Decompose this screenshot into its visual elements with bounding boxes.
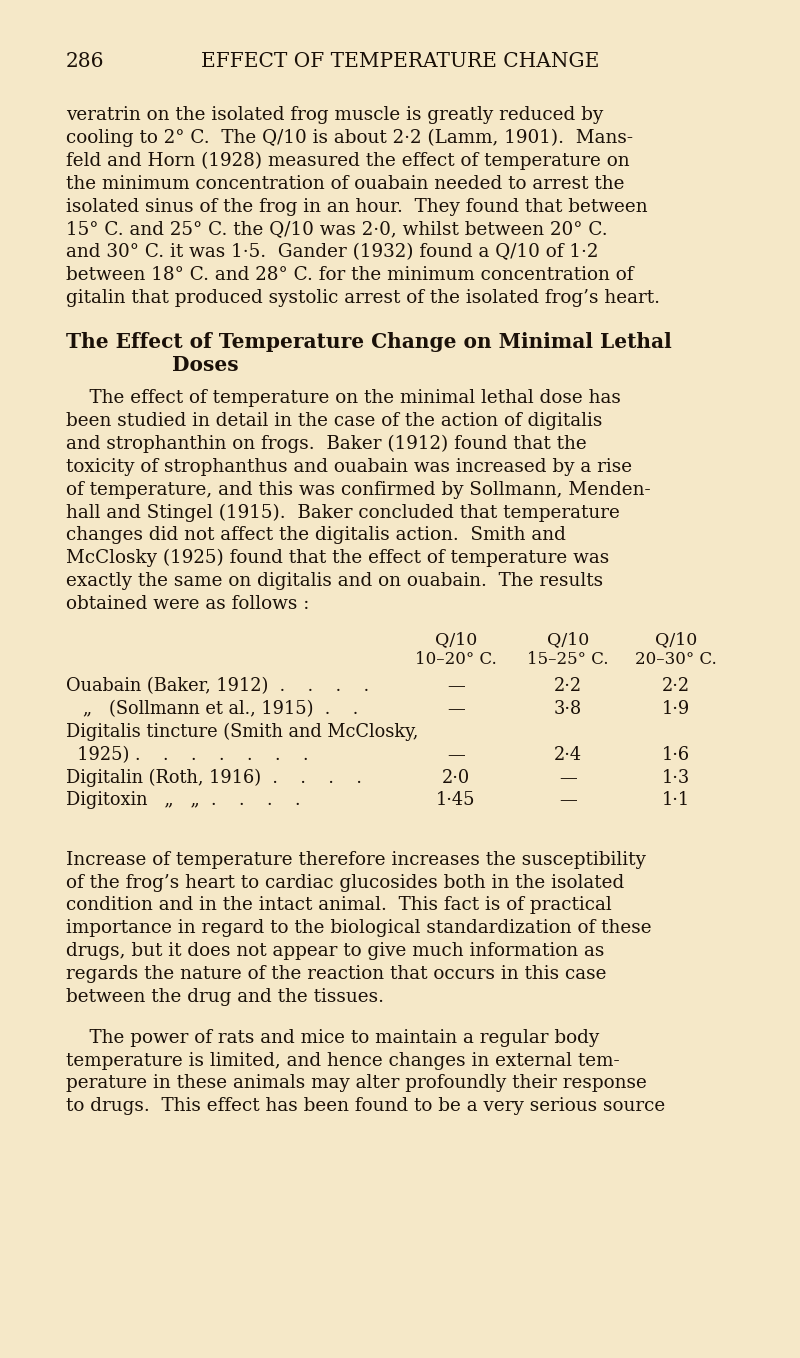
Text: Q/10: Q/10: [655, 631, 697, 648]
Text: Digitoxin   „   „  .    .    .    .: Digitoxin „ „ . . . .: [66, 792, 300, 809]
Text: of temperature, and this was confirmed by Sollmann, Menden-: of temperature, and this was confirmed b…: [66, 481, 650, 498]
Text: Q/10: Q/10: [435, 631, 477, 648]
Text: Digitalin (Roth, 1916)  .    .    .    .: Digitalin (Roth, 1916) . . . .: [66, 769, 362, 786]
Text: been studied in detail in the case of the action of digitalis: been studied in detail in the case of th…: [66, 411, 602, 430]
Text: 286: 286: [66, 52, 104, 71]
Text: 1·9: 1·9: [662, 701, 690, 718]
Text: The Effect of Temperature Change on Minimal Lethal: The Effect of Temperature Change on Mini…: [66, 333, 671, 352]
Text: between the drug and the tissues.: between the drug and the tissues.: [66, 987, 384, 1006]
Text: 1925) .    .    .    .    .    .    .: 1925) . . . . . . .: [66, 746, 319, 763]
Text: importance in regard to the biological standardization of these: importance in regard to the biological s…: [66, 919, 651, 937]
Text: of the frog’s heart to cardiac glucosides both in the isolated: of the frog’s heart to cardiac glucoside…: [66, 873, 624, 892]
Text: obtained were as follows :: obtained were as follows :: [66, 595, 309, 612]
Text: 2·0: 2·0: [442, 769, 470, 786]
Text: cooling to 2° C.  The Q/10 is about 2·2 (Lamm, 1901).  Mans-: cooling to 2° C. The Q/10 is about 2·2 (…: [66, 129, 633, 148]
Text: drugs, but it does not appear to give much information as: drugs, but it does not appear to give mu…: [66, 942, 604, 960]
Text: temperature is limited, and hence changes in external tem-: temperature is limited, and hence change…: [66, 1051, 619, 1070]
Text: isolated sinus of the frog in an hour.  They found that between: isolated sinus of the frog in an hour. T…: [66, 198, 647, 216]
Text: toxicity of strophanthus and ouabain was increased by a rise: toxicity of strophanthus and ouabain was…: [66, 458, 632, 475]
Text: exactly the same on digitalis and on ouabain.  The results: exactly the same on digitalis and on oua…: [66, 572, 602, 589]
Text: „   (Sollmann et al., 1915)  .    .: „ (Sollmann et al., 1915) . .: [66, 701, 369, 718]
Text: EFFECT OF TEMPERATURE CHANGE: EFFECT OF TEMPERATURE CHANGE: [201, 52, 599, 71]
Text: 20–30° C.: 20–30° C.: [635, 652, 717, 668]
Text: Doses: Doses: [172, 354, 238, 375]
Text: changes did not affect the digitalis action.  Smith and: changes did not affect the digitalis act…: [66, 526, 566, 545]
Text: condition and in the intact animal.  This fact is of practical: condition and in the intact animal. This…: [66, 896, 611, 914]
Text: veratrin on the isolated frog muscle is greatly reduced by: veratrin on the isolated frog muscle is …: [66, 106, 603, 125]
Text: —: —: [447, 746, 465, 763]
Text: 1·45: 1·45: [436, 792, 476, 809]
Text: gitalin that produced systolic arrest of the isolated frog’s heart.: gitalin that produced systolic arrest of…: [66, 289, 659, 307]
Text: regards the nature of the reaction that occurs in this case: regards the nature of the reaction that …: [66, 966, 606, 983]
Text: 15° C. and 25° C. the Q/10 was 2·0, whilst between 20° C.: 15° C. and 25° C. the Q/10 was 2·0, whil…: [66, 220, 607, 239]
Text: and 30° C. it was 1·5.  Gander (1932) found a Q/10 of 1·2: and 30° C. it was 1·5. Gander (1932) fou…: [66, 243, 598, 261]
Text: to drugs.  This effect has been found to be a very serious source: to drugs. This effect has been found to …: [66, 1097, 665, 1115]
Text: 1·3: 1·3: [662, 769, 690, 786]
Text: 1·6: 1·6: [662, 746, 690, 763]
Text: —: —: [447, 678, 465, 695]
Text: and strophanthin on frogs.  Baker (1912) found that the: and strophanthin on frogs. Baker (1912) …: [66, 435, 586, 454]
Text: 2·4: 2·4: [554, 746, 582, 763]
Text: Increase of temperature therefore increases the susceptibility: Increase of temperature therefore increa…: [66, 851, 646, 869]
Text: McClosky (1925) found that the effect of temperature was: McClosky (1925) found that the effect of…: [66, 549, 609, 568]
Text: 10–20° C.: 10–20° C.: [415, 652, 497, 668]
Text: feld and Horn (1928) measured the effect of temperature on: feld and Horn (1928) measured the effect…: [66, 152, 630, 170]
Text: Q/10: Q/10: [547, 631, 589, 648]
Text: 15–25° C.: 15–25° C.: [527, 652, 609, 668]
Text: 1·1: 1·1: [662, 792, 690, 809]
Text: between 18° C. and 28° C. for the minimum concentration of: between 18° C. and 28° C. for the minimu…: [66, 266, 633, 284]
Text: 3·8: 3·8: [554, 701, 582, 718]
Text: 2·2: 2·2: [554, 678, 582, 695]
Text: —: —: [559, 769, 577, 786]
Text: 2·2: 2·2: [662, 678, 690, 695]
Text: The effect of temperature on the minimal lethal dose has: The effect of temperature on the minimal…: [66, 390, 621, 407]
Text: the minimum concentration of ouabain needed to arrest the: the minimum concentration of ouabain nee…: [66, 175, 624, 193]
Text: Digitalis tincture (Smith and McClosky,: Digitalis tincture (Smith and McClosky,: [66, 722, 418, 741]
Text: perature in these animals may alter profoundly their response: perature in these animals may alter prof…: [66, 1074, 646, 1092]
Text: —: —: [559, 792, 577, 809]
Text: —: —: [447, 701, 465, 718]
Text: Ouabain (Baker, 1912)  .    .    .    .: Ouabain (Baker, 1912) . . . .: [66, 678, 380, 695]
Text: The power of rats and mice to maintain a regular body: The power of rats and mice to maintain a…: [66, 1029, 599, 1047]
Text: hall and Stingel (1915).  Baker concluded that temperature: hall and Stingel (1915). Baker concluded…: [66, 504, 619, 521]
